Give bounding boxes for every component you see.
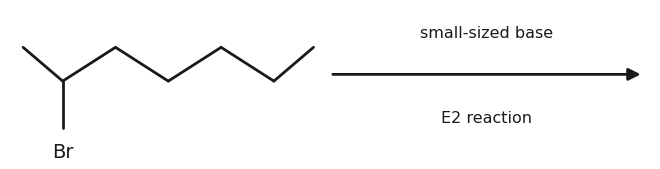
Text: small-sized base: small-sized base [420, 26, 553, 41]
Text: E2 reaction: E2 reaction [442, 111, 532, 126]
Text: Br: Br [52, 143, 73, 162]
